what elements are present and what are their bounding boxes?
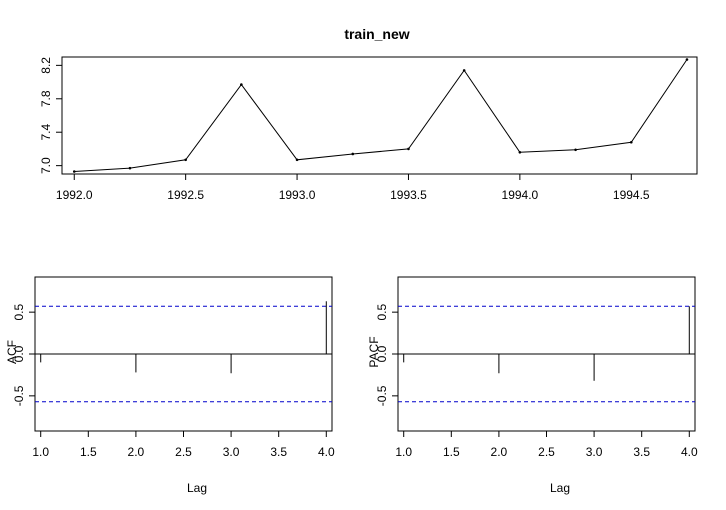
series-line — [74, 59, 688, 172]
x-tick-label: 1.0 — [395, 445, 412, 459]
data-point — [295, 158, 299, 162]
x-tick-label: 1.0 — [32, 445, 49, 459]
data-point — [184, 158, 187, 162]
y-tick-label: 8.2 — [39, 57, 53, 74]
time-series-panel: train_new 1992.0 1992.5 1993.0 1993.5 1994.0… — [39, 26, 698, 202]
y-tick-label: 0.5 — [12, 303, 26, 320]
y-tick-label: 0.0 — [375, 345, 389, 362]
y-axis-label: PACF — [367, 336, 381, 367]
x-tick-label: 1994.0 — [502, 188, 539, 202]
y-tick-label: 7.8 — [39, 90, 53, 107]
x-tick-label: 1992.0 — [56, 188, 93, 202]
x-tick-label: 1993.0 — [279, 188, 316, 202]
x-axis-label: Lag — [187, 481, 207, 495]
x-tick-label: 3.0 — [586, 445, 603, 459]
x-tick-label: 3.0 — [223, 445, 240, 459]
data-point — [574, 148, 577, 152]
data-point — [407, 147, 410, 151]
x-tick-label: 3.5 — [270, 445, 287, 459]
y-tick-label: -0.5 — [375, 385, 389, 406]
x-tick-label: 2.5 — [175, 445, 192, 459]
y-tick-label: -0.5 — [12, 385, 26, 406]
x-tick-label: 4.0 — [318, 445, 335, 459]
x-tick-label: 2.0 — [491, 445, 508, 459]
y-tick-label: 0.5 — [375, 303, 389, 320]
acf-panel: Lag ACF 1.0 1.5 2.0 2.5 3.0 3.5 4.0 -0.5 0.0 0.5 — [5, 276, 335, 495]
y-tick-label: 7.4 — [39, 124, 53, 141]
plot-frame — [61, 56, 698, 175]
y-tick-label: 0.0 — [12, 345, 26, 362]
x-tick-label: 2.0 — [128, 445, 145, 459]
data-point — [685, 58, 689, 61]
data-point — [72, 170, 76, 173]
data-point — [128, 166, 132, 170]
data-point — [462, 69, 466, 72]
data-point — [351, 152, 355, 156]
x-tick-label: 4.0 — [681, 445, 698, 459]
y-axis-label: ACF — [5, 340, 19, 364]
x-axis-label: Lag — [550, 481, 570, 495]
data-point — [240, 83, 243, 86]
x-tick-label: 1.5 — [80, 445, 97, 459]
x-tick-label: 2.5 — [538, 445, 555, 459]
x-tick-label: 1994.5 — [613, 188, 650, 202]
data-point — [629, 140, 633, 144]
x-tick-label: 3.5 — [633, 445, 650, 459]
data-point — [518, 150, 522, 154]
x-tick-label: 1992.5 — [167, 188, 204, 202]
x-tick-label: 1993.5 — [390, 188, 427, 202]
chart-title: train_new — [344, 26, 409, 42]
x-tick-label: 1.5 — [443, 445, 460, 459]
y-tick-label: 7.0 — [39, 157, 53, 174]
pacf-panel: Lag PACF 1.0 1.5 2.0 2.5 3.0 3.5 4.0 -0.5 0.0 0.5 — [367, 276, 698, 495]
